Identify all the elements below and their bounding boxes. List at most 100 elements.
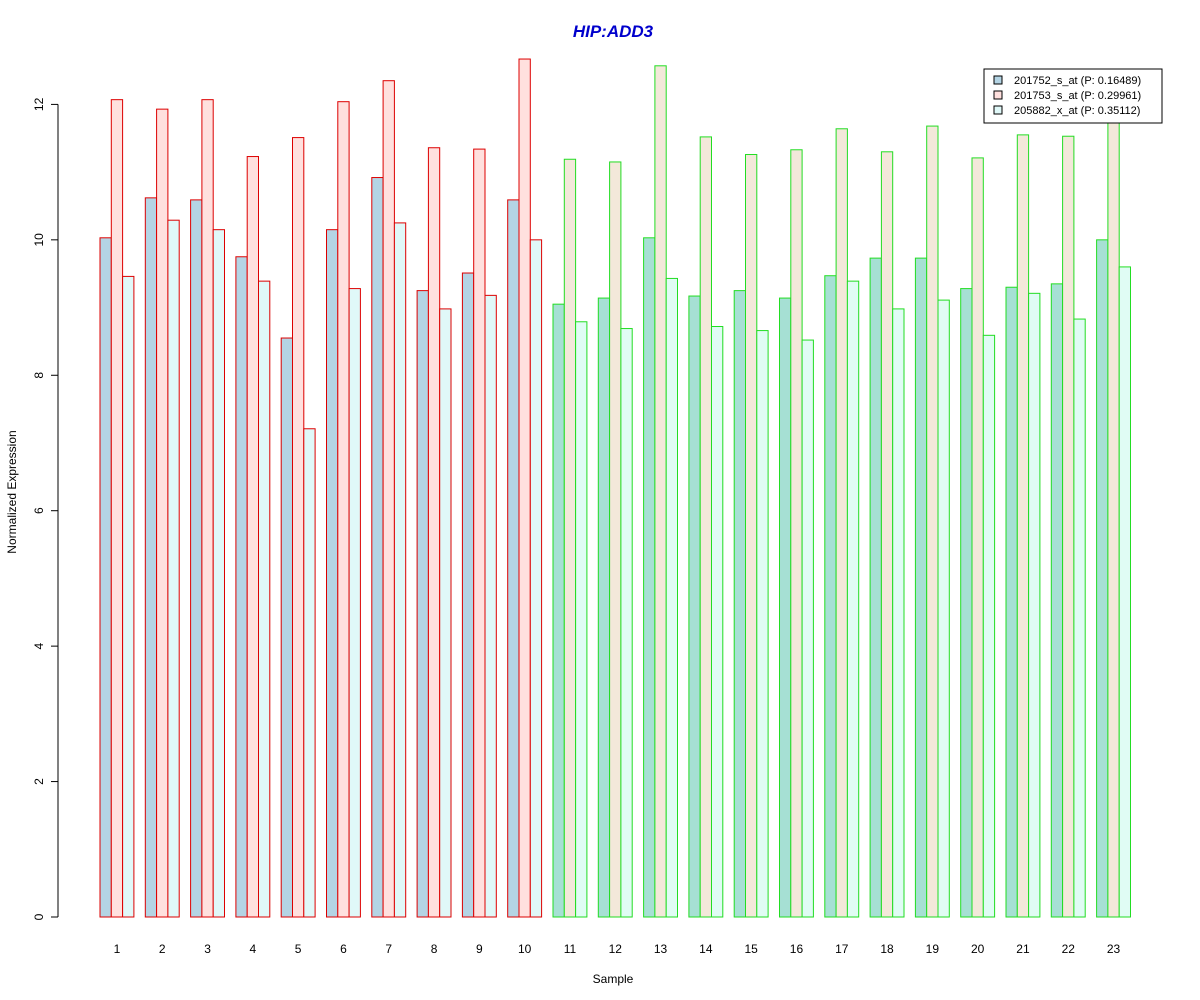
bar — [982, 334, 996, 918]
x-tick-label: 13 — [654, 942, 668, 956]
bar — [790, 149, 803, 918]
bar — [507, 199, 520, 918]
legend-box — [983, 68, 1163, 124]
bar — [1005, 286, 1018, 918]
y-axis: 0 2 4 6 8 10 12 — [32, 97, 59, 920]
y-tick-label: 12 — [32, 97, 46, 111]
bar — [156, 108, 169, 918]
bar — [914, 257, 928, 918]
x-axis-title: Sample — [593, 972, 634, 986]
bar — [643, 237, 656, 918]
bar — [711, 326, 724, 918]
bar — [552, 303, 565, 918]
bar — [937, 299, 950, 918]
bar — [382, 80, 395, 918]
bar — [620, 328, 633, 918]
x-tick-label: 14 — [699, 942, 713, 956]
x-tick-label: 11 — [564, 942, 577, 956]
bar — [1118, 266, 1131, 918]
bar — [292, 137, 305, 918]
legend-entry-label: 205882_x_at (P: 0.35112) — [1014, 105, 1140, 117]
bar — [326, 229, 339, 918]
x-tick-label: 5 — [295, 942, 302, 956]
bar — [699, 136, 713, 918]
x-tick-label: 6 — [340, 942, 347, 956]
bar — [439, 308, 452, 918]
bar — [597, 297, 611, 918]
bar — [654, 65, 667, 918]
bar — [427, 147, 441, 918]
bar — [484, 294, 497, 918]
bar — [869, 257, 882, 918]
y-tick-label: 6 — [32, 507, 46, 514]
y-axis-title: Normalized Expression — [5, 430, 19, 553]
x-tick-label: 12 — [609, 942, 623, 956]
bar — [835, 128, 848, 918]
x-tick-label: 23 — [1107, 942, 1121, 956]
bar — [824, 275, 837, 918]
legend-swatch — [993, 90, 1003, 100]
bar — [518, 58, 531, 918]
bar — [1096, 239, 1109, 918]
legend-swatch — [993, 75, 1003, 85]
bar — [235, 256, 248, 918]
bar — [212, 229, 225, 918]
x-tick-label: 1 — [114, 942, 121, 956]
x-tick-label: 3 — [204, 942, 211, 956]
bar — [461, 272, 475, 918]
x-tick-label: 17 — [835, 942, 849, 956]
bar — [779, 297, 792, 918]
bar — [1016, 134, 1030, 918]
x-tick-label: 10 — [518, 942, 532, 956]
bar — [416, 290, 429, 918]
bar — [371, 177, 384, 918]
bar — [303, 428, 316, 918]
bar — [1073, 318, 1086, 918]
bar — [846, 280, 860, 918]
y-tick-label: 2 — [32, 778, 46, 785]
x-tick-label: 2 — [159, 942, 166, 956]
x-tick-label: 15 — [744, 942, 758, 956]
legend-swatch — [993, 105, 1003, 115]
bar — [99, 237, 112, 918]
bar — [190, 199, 203, 918]
y-tick-label: 8 — [32, 372, 46, 379]
y-tick-label: 0 — [32, 913, 46, 920]
legend-entry-label: 201752_s_at (P: 0.16489) — [1014, 75, 1141, 87]
bar — [280, 337, 294, 918]
bar — [1028, 292, 1041, 918]
bar-series-group — [99, 58, 1131, 918]
x-tick-label: 18 — [880, 942, 894, 956]
bar — [1062, 135, 1075, 918]
bar — [1050, 283, 1064, 918]
bar — [575, 321, 588, 918]
x-tick-label: 20 — [971, 942, 985, 956]
x-tick-label: 4 — [250, 942, 257, 956]
bar — [529, 239, 543, 918]
bar — [144, 197, 158, 918]
bar — [473, 148, 486, 918]
bar — [110, 99, 124, 918]
bar — [167, 219, 180, 918]
bar — [665, 277, 679, 918]
legend: 201752_s_at (P: 0.16489) 201753_s_at (P: … — [983, 68, 1163, 124]
x-tick-label: 9 — [476, 942, 483, 956]
bar — [258, 280, 271, 918]
x-tick-label: 19 — [926, 942, 940, 956]
x-tick-label: 22 — [1062, 942, 1076, 956]
x-tick-label: 21 — [1016, 942, 1030, 956]
bar — [1107, 120, 1120, 918]
bar — [122, 275, 135, 918]
bar — [801, 339, 814, 918]
bar — [926, 125, 939, 918]
bar — [880, 151, 894, 918]
bar — [337, 101, 350, 918]
bar — [756, 330, 769, 918]
bar — [745, 154, 758, 918]
legend-entry-label: 201753_s_at (P: 0.29961) — [1014, 90, 1141, 102]
bar — [348, 288, 361, 918]
y-tick-label: 10 — [32, 233, 46, 247]
bar — [892, 308, 905, 918]
